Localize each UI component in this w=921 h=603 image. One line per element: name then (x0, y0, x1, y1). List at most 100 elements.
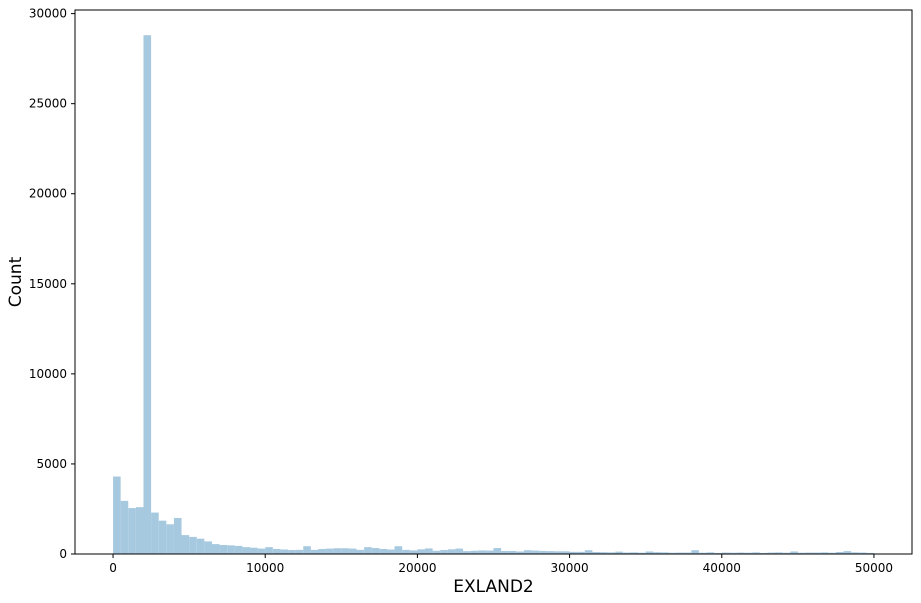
histogram-bar (135, 507, 144, 554)
histogram-bar (242, 547, 251, 554)
histogram-bar (470, 550, 479, 554)
histogram-bar (265, 547, 273, 554)
histogram-bar (600, 552, 608, 554)
y-tick-label: 20000 (29, 187, 67, 201)
histogram-bar (417, 549, 426, 554)
histogram-bar (250, 547, 258, 554)
histogram-bar (851, 552, 859, 554)
histogram-bar (409, 550, 418, 554)
histogram-bar (653, 552, 661, 554)
histogram-bar (493, 548, 502, 554)
histogram-bar (843, 551, 852, 554)
histogram-bar (219, 544, 228, 554)
histogram-bar (729, 552, 737, 554)
histogram-bar (402, 549, 410, 554)
histogram-bar (736, 552, 745, 554)
histogram-bar (204, 541, 212, 554)
histogram-bar (698, 552, 707, 554)
histogram-bar (752, 552, 760, 554)
histogram-bar (257, 548, 266, 554)
histogram-bar (379, 548, 387, 554)
plot-frame (74, 9, 913, 555)
histogram-bar (866, 552, 874, 554)
histogram-bar (310, 549, 319, 554)
histogram-bar (782, 552, 791, 554)
histogram-bar (181, 535, 190, 554)
histogram-bar (371, 548, 380, 554)
histogram-bar (577, 551, 585, 554)
histogram-bar (820, 552, 829, 554)
histogram-bar (584, 550, 593, 554)
histogram-bar (592, 552, 601, 554)
histogram-bar (113, 476, 121, 554)
histogram-bar (227, 545, 235, 554)
x-tick-label: 30000 (550, 561, 588, 575)
x-tick-label: 50000 (855, 561, 893, 575)
histogram-bar (630, 552, 639, 554)
histogram-bar (554, 551, 562, 554)
histogram-bars (113, 35, 874, 554)
histogram-bar (211, 544, 220, 554)
histogram-bar (455, 548, 464, 554)
histogram-bar (333, 548, 342, 554)
y-tick-label: 30000 (29, 7, 67, 21)
histogram-bar (447, 549, 456, 554)
histogram-bar (645, 551, 654, 554)
histogram-bar (318, 548, 327, 554)
histogram-bar (425, 548, 433, 554)
histogram-bar (539, 550, 547, 554)
histogram-bar (744, 552, 753, 554)
histogram-bar (858, 552, 867, 554)
histogram-bar (615, 551, 623, 554)
histogram-bar (638, 552, 646, 554)
histogram-bar (706, 552, 715, 554)
histogram-bar (835, 552, 844, 554)
x-tick-label: 20000 (398, 561, 436, 575)
histogram-bar (691, 550, 699, 554)
histogram-bar (775, 552, 783, 554)
y-tick-label: 15000 (29, 277, 67, 291)
histogram-bar (173, 517, 182, 554)
histogram-bar (805, 552, 814, 554)
y-tick-label: 10000 (29, 367, 67, 381)
histogram-bar (394, 546, 403, 554)
histogram-bar (759, 552, 768, 554)
histogram-bar (272, 548, 281, 554)
histogram-bar (828, 552, 836, 554)
y-axis-ticks: 0 5000 10000 15000 20000 25000 30000 (29, 7, 75, 561)
histogram-bar (356, 549, 365, 554)
histogram-bar (348, 548, 357, 554)
histogram-bar (721, 552, 730, 554)
histogram-bar (432, 550, 441, 554)
y-tick-label: 5000 (36, 457, 67, 471)
histogram-bar (668, 552, 677, 554)
histogram-bar (189, 536, 197, 554)
histogram-bar (128, 508, 136, 554)
histogram-bar (440, 550, 448, 554)
histogram-bar (790, 551, 798, 554)
histogram-bar (714, 552, 722, 554)
histogram-bar (158, 520, 167, 554)
y-axis-title: Count (6, 256, 26, 307)
x-tick-label: 40000 (703, 561, 741, 575)
histogram-bar (813, 552, 821, 554)
histogram-bar (561, 551, 570, 554)
histogram-bar (546, 551, 555, 554)
histogram-bar (523, 550, 532, 554)
histogram-bar (120, 500, 129, 554)
histogram-bar (508, 550, 517, 554)
histogram-bar (143, 35, 152, 554)
x-tick-label: 10000 (246, 561, 284, 575)
histogram-bar (683, 552, 692, 554)
y-tick-label: 25000 (29, 97, 67, 111)
histogram-bar (485, 550, 494, 554)
histogram-bar (463, 551, 471, 554)
histogram-bar (303, 546, 311, 554)
histogram-bar (196, 538, 205, 554)
histogram-bar (516, 551, 524, 554)
histogram-bar (288, 550, 296, 554)
histogram-bar (166, 524, 174, 554)
histogram-bar (341, 548, 349, 554)
histogram-bar (531, 550, 540, 554)
